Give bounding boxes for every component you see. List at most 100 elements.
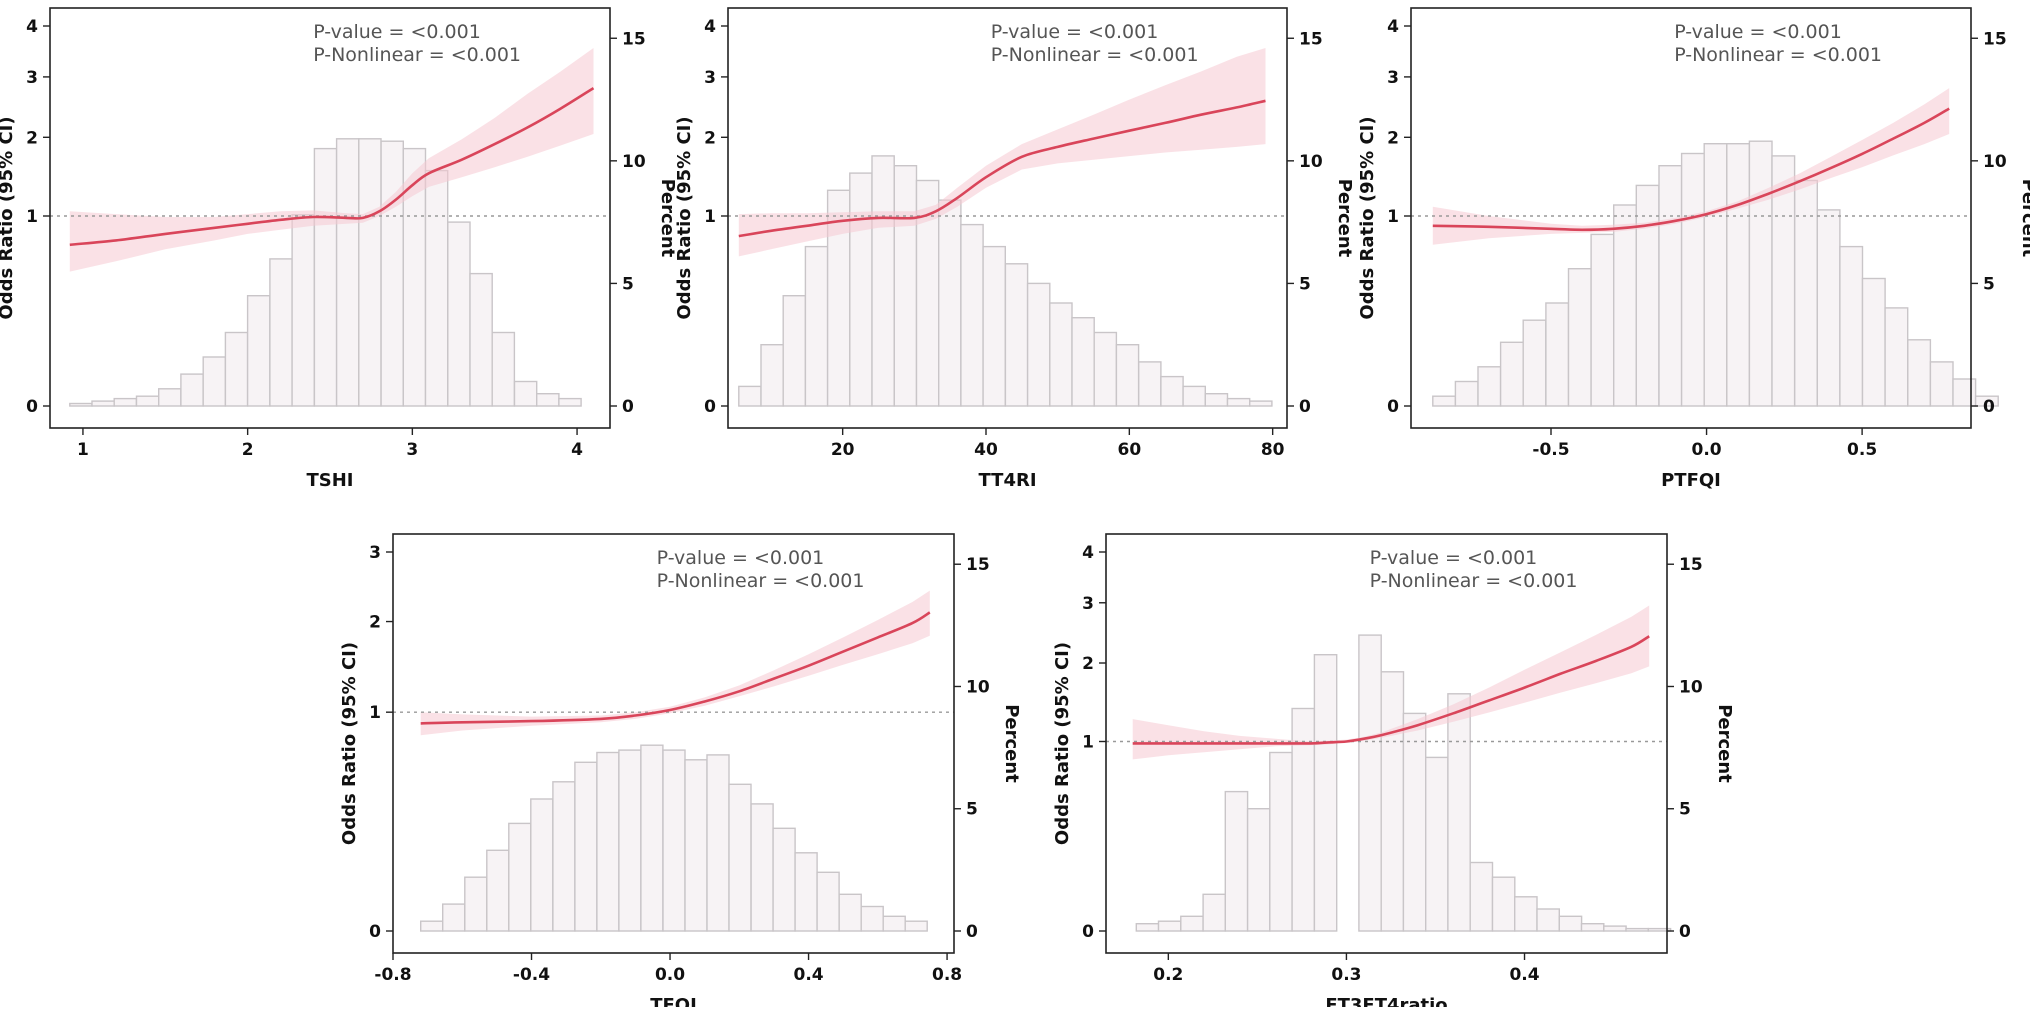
histogram-bar <box>706 754 730 932</box>
y2-tick-label: 15 <box>1983 29 2007 49</box>
histogram-bar <box>447 221 471 407</box>
histogram-bar <box>1839 245 1864 407</box>
y2-tick-label: 5 <box>1983 274 1995 294</box>
histogram-bar <box>424 169 449 407</box>
panel-3: -0.5 0.0 0.5 0 1 2 3 4 0 5 10 15 PTFQI Odds Ratio (95… <box>1357 7 2030 491</box>
histogram-bar <box>1929 361 1954 407</box>
or-curve <box>1432 107 1950 232</box>
histogram-bar <box>1447 693 1471 932</box>
y-tick-label: 1 <box>26 207 38 227</box>
histogram-bar <box>224 331 249 407</box>
y-tick-label: 3 <box>26 68 38 88</box>
histogram-bar <box>838 893 862 932</box>
y-tick-label: 4 <box>1082 543 1094 563</box>
histogram-bar <box>1115 344 1140 407</box>
histogram-bar <box>1477 366 1502 407</box>
histogram-bar <box>513 380 538 407</box>
y-tick-label: 0 <box>369 922 381 942</box>
x-tick-label: 0.3 <box>1331 965 1361 985</box>
x-axis-title: TFQI <box>650 995 697 1007</box>
y-tick-label: 3 <box>369 543 381 563</box>
histogram-bar <box>1469 861 1494 932</box>
y-axis-title: Odds Ratio (95% CI) <box>1052 642 1073 845</box>
y-tick-label: 3 <box>1387 68 1399 88</box>
histogram-bar <box>738 385 762 407</box>
y-tick-label: 1 <box>704 207 716 227</box>
y-tick-label: 0 <box>26 397 38 417</box>
y-tick-label: 1 <box>369 703 381 723</box>
histogram-bar <box>904 920 928 932</box>
histogram-bar <box>1180 915 1204 932</box>
x-tick-label: 0.4 <box>1509 965 1539 985</box>
x-axis-title: TSHI <box>306 470 353 491</box>
y-tick-label: 0 <box>1082 922 1094 942</box>
y-tick-label: 2 <box>1082 654 1094 674</box>
plot-frame <box>1105 533 1668 954</box>
y-tick-label: 3 <box>704 68 716 88</box>
y2-axis-title: Percent <box>1714 704 1735 783</box>
histogram-bar <box>420 920 444 932</box>
histogram-bar <box>180 373 204 407</box>
y-tick-label: 0 <box>704 397 716 417</box>
y-axis-title: Odds Ratio (95% CI) <box>1357 116 1378 319</box>
p-value-annotation: P-value = <0.001 <box>657 547 825 569</box>
x-tick-label: 80 <box>1261 440 1285 460</box>
histogram-bar <box>860 905 884 932</box>
histogram-bar <box>246 295 271 407</box>
y2-axis-title: Percent <box>1001 704 1022 783</box>
x-tick-label: 0.0 <box>655 965 685 985</box>
histogram-bar <box>1071 317 1095 407</box>
plot-frame <box>727 7 1288 429</box>
x-tick-label: 60 <box>1117 440 1141 460</box>
histogram-bar <box>1491 876 1516 932</box>
histogram-bar <box>640 744 664 932</box>
histogram-bar <box>1816 209 1841 407</box>
histogram-bar <box>1580 923 1605 932</box>
histogram-bar <box>1380 671 1405 932</box>
histogram-bar <box>380 140 405 407</box>
or-curve <box>738 99 1266 238</box>
histogram-bar <box>1202 893 1227 932</box>
y-tick-label: 4 <box>26 17 38 37</box>
histogram-bar <box>91 400 115 407</box>
histogram-bar <box>728 783 752 932</box>
histogram-bar <box>469 272 493 407</box>
histogram-bar <box>804 245 829 407</box>
histogram-bar <box>1726 142 1751 407</box>
y-tick-label: 1 <box>1082 733 1094 753</box>
histogram-bar <box>69 402 93 407</box>
p-value-annotation: P-value = <0.001 <box>1370 547 1538 569</box>
x-tick-label: -0.8 <box>374 965 411 985</box>
histogram-bar <box>1536 908 1560 932</box>
histogram-bars <box>738 155 1273 407</box>
histogram-bar <box>1137 361 1162 407</box>
x-tick-label: 3 <box>406 440 418 460</box>
x-tick-label: -0.5 <box>1532 440 1569 460</box>
histogram-bar <box>1432 395 1457 407</box>
histogram-bar <box>1612 204 1637 407</box>
histogram-bar <box>1313 654 1338 932</box>
histogram-bars <box>69 138 582 407</box>
y2-tick-label: 10 <box>1983 152 2007 172</box>
histogram-bar <box>893 164 918 407</box>
y2-tick-label: 0 <box>622 397 634 417</box>
y2-tick-label: 15 <box>966 555 990 575</box>
or-curve <box>420 611 931 725</box>
histogram-bar <box>358 138 382 407</box>
histogram-bar <box>552 781 576 932</box>
histogram-bar <box>662 749 686 932</box>
histogram-bar <box>135 395 160 407</box>
y2-axis-title: Percent <box>657 179 678 258</box>
histogram-bar <box>1603 925 1627 932</box>
histogram-bar <box>772 827 796 932</box>
y2-tick-label: 0 <box>1299 397 1311 417</box>
histogram-bar <box>1358 634 1382 932</box>
or-curve <box>69 86 595 247</box>
histogram-bar <box>618 749 642 932</box>
histogram-bar <box>491 331 516 407</box>
histogram-bar <box>1861 277 1886 407</box>
histogram-bar <box>1424 756 1449 932</box>
y2-tick-label: 10 <box>1299 152 1323 172</box>
